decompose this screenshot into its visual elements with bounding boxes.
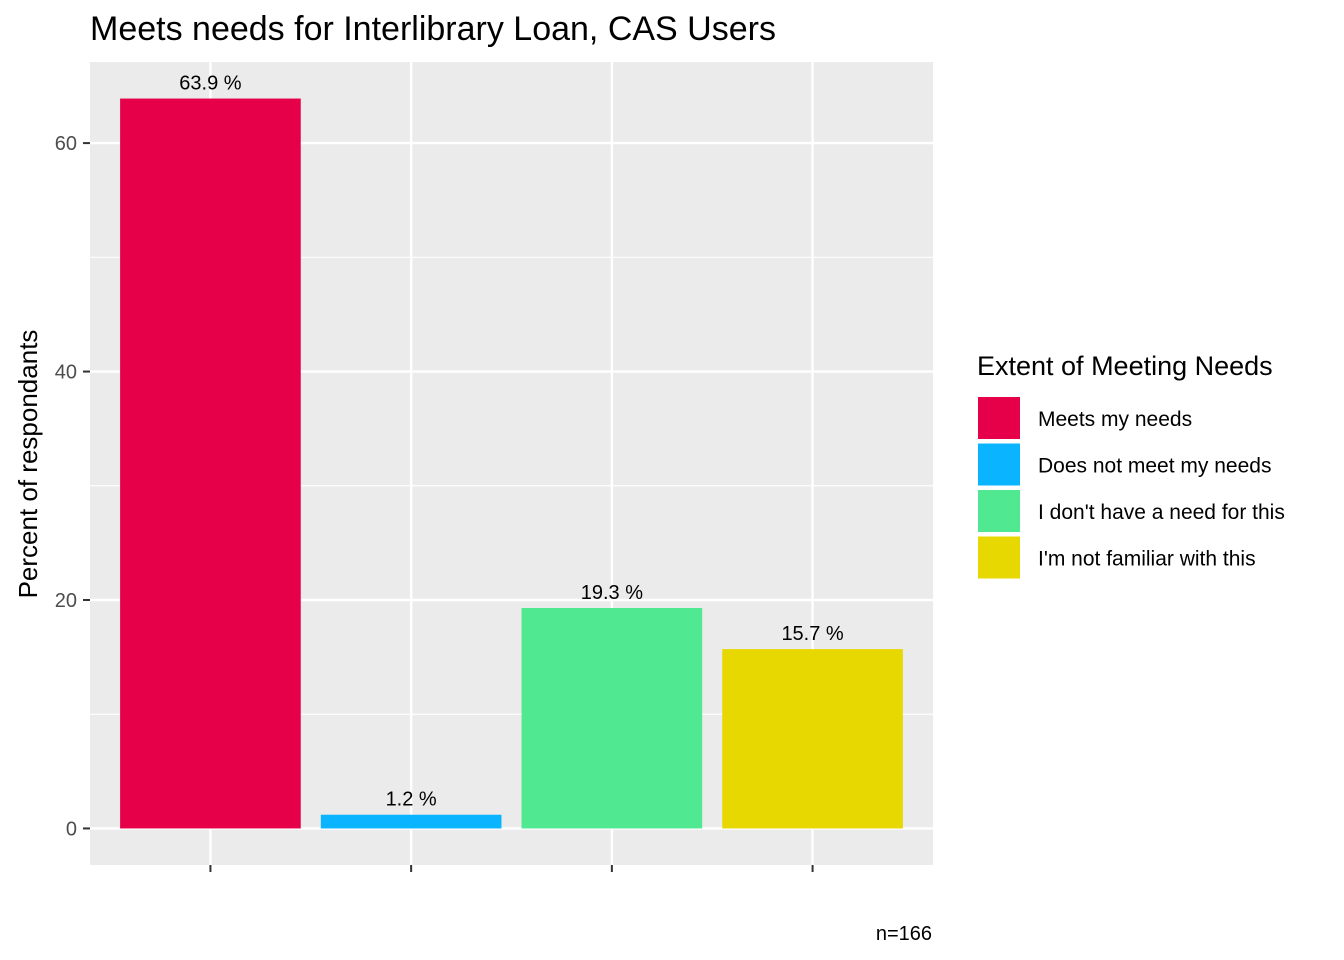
bar-value-label-2: 1.2 % (386, 789, 437, 811)
y-axis-title: Percent of respondants (13, 330, 43, 599)
y-tick-label: 0 (66, 818, 77, 840)
x-axis (209, 865, 814, 872)
y-tick-label: 60 (55, 133, 77, 155)
sample-size-caption: n=166 (876, 923, 932, 945)
legend-label-3: I don't have a need for this (1038, 501, 1285, 524)
bar-value-labels: 63.9 % 1.2 % 19.3 % 15.7 % (179, 73, 844, 811)
legend-key-1 (976, 395, 1022, 441)
y-axis: 0 20 40 60 (55, 133, 90, 840)
bars (120, 98, 903, 829)
bar-value-label-4: 15.7 % (781, 623, 843, 645)
legend-label-2: Does not meet my needs (1038, 455, 1271, 478)
legend-label-1: Meets my needs (1038, 408, 1192, 431)
legend-key-4 (976, 534, 1022, 581)
chart-title: Meets needs for Interlibrary Loan, CAS U… (90, 10, 776, 48)
legend: Meets my needs Does not meet my needs I do… (976, 395, 1285, 581)
y-tick-label: 40 (55, 362, 77, 384)
bar-4 (722, 649, 903, 829)
legend-title: Extent of Meeting Needs (977, 351, 1273, 381)
bar-value-label-1: 63.9 % (179, 73, 241, 95)
y-tick-label: 20 (55, 590, 77, 612)
legend-key-2 (976, 441, 1022, 488)
bar-2 (320, 814, 502, 829)
bar-value-label-3: 19.3 % (581, 582, 643, 604)
legend-label-4: I'm not familiar with this (1038, 548, 1256, 571)
legend-key-3 (976, 488, 1022, 534)
bar-3 (521, 607, 703, 829)
bar-1 (120, 98, 301, 829)
